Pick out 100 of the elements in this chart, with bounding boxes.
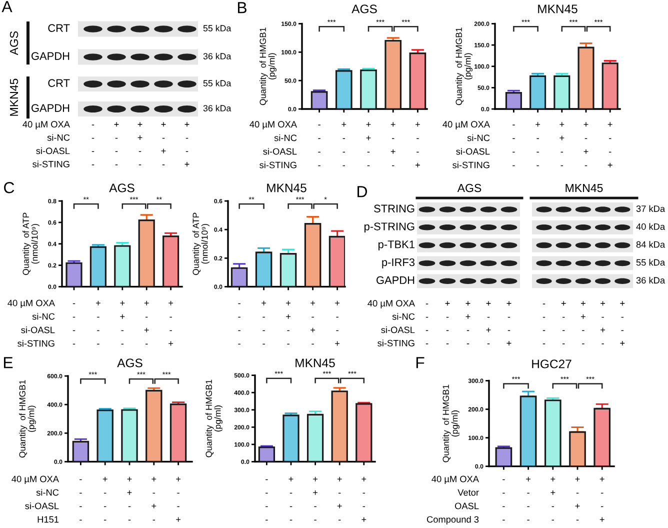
text: 40 µM OXA si-NC si-OASL si-STING: [368, 300, 415, 346]
category-label: + - - +: [176, 476, 181, 522]
category-label: + + - -: [550, 476, 556, 521]
category-label: + - - -: [561, 301, 566, 344]
chart-title: MKN45: [538, 4, 578, 14]
category-label: + - + -: [600, 301, 606, 344]
bar: [520, 396, 537, 466]
text: D: [358, 186, 368, 198]
y-axis-title: Quantity of HMGB1 (pg/ml): [19, 380, 36, 458]
chart-title: MKN45: [267, 184, 306, 192]
x-axis-title: 40 µM OXA si-NC si-OASL si-STING: [8, 300, 55, 347]
bar: [90, 246, 106, 287]
category-label: 36 kDa: [636, 276, 666, 284]
text: E: [4, 357, 13, 368]
category-label: + + - -: [466, 301, 470, 344]
category-label: + - - -: [102, 476, 108, 521]
bar: [328, 236, 345, 287]
bar: [360, 70, 377, 109]
bar: [356, 403, 372, 462]
text: F: [416, 357, 424, 368]
category-label: + - - +: [184, 122, 190, 166]
bar: [282, 414, 300, 462]
category-label: 55 kDa: [636, 258, 666, 266]
category-label: + + - -: [286, 300, 291, 345]
category-label: + - + -: [575, 476, 580, 521]
y-axis-title: Quantity of HMGB1 (pg/ml): [456, 28, 472, 106]
category-label: + - - -: [536, 122, 540, 166]
category-label: 36 kDa: [203, 52, 232, 60]
bar: [114, 245, 131, 287]
category-label: GAPDH: [376, 276, 414, 284]
category-label: 40 kDa: [636, 223, 666, 230]
x-axis-title: 40 µM OXA si-NC si-OASL H151: [12, 476, 59, 523]
bar: [138, 219, 155, 287]
bar: [384, 40, 402, 109]
category-label: + + - -: [120, 300, 125, 345]
category-label: + - - -: [342, 122, 346, 166]
category-label: + + - -: [366, 122, 371, 166]
category-label: - - - -: [92, 124, 94, 166]
category-label: + - - +: [415, 122, 420, 168]
category-label: + - - +: [362, 476, 366, 522]
category-label: 55 kDa: [203, 80, 232, 86]
bar: [304, 223, 322, 287]
category-label: + - - -: [262, 300, 266, 345]
chart-title: AGS: [117, 358, 142, 368]
bar: [495, 447, 512, 466]
category-label: - - - -: [426, 304, 428, 344]
category-label: - - - -: [512, 124, 515, 166]
bar: [72, 440, 90, 462]
category-label: p-IRF3: [382, 258, 415, 268]
category-label: + - + -: [161, 122, 166, 166]
category-label: + - + -: [390, 122, 396, 166]
chart-title: MKN45: [296, 358, 335, 368]
category-label: + - - -: [96, 300, 100, 345]
bar: [258, 446, 276, 462]
y-axis-title: Quantity of HMGB1 (pg/ml): [442, 384, 460, 462]
category-label: CRT: [48, 79, 70, 87]
text: 40 µM OXA si-NC si-OASL si-STING: [22, 121, 70, 168]
category-label: + - - +: [168, 300, 174, 346]
category-label: + - - -: [288, 476, 294, 521]
text: MKN45: [566, 184, 603, 192]
text: MKN45: [10, 78, 18, 116]
bar: [280, 253, 297, 287]
text: C: [4, 182, 14, 194]
category-label: + - - -: [526, 476, 531, 521]
bar: [602, 62, 618, 109]
bar: [594, 408, 611, 466]
category-label: + + - -: [313, 476, 318, 521]
text: AGS: [457, 184, 482, 192]
category-label: + + - -: [127, 476, 132, 521]
text: AGS: [10, 31, 18, 56]
bar: [255, 252, 272, 287]
bar: [569, 431, 586, 466]
category-label: + - + -: [310, 300, 316, 345]
bar: [306, 414, 324, 462]
category-label: - - - -: [318, 124, 320, 166]
category-label: + - - +: [600, 476, 604, 522]
x-axis-title: 40 µM OXA si-NC si-OASL si-STING: [442, 121, 490, 168]
category-label: - - - -: [502, 479, 505, 521]
category-label: - - - -: [266, 479, 268, 521]
chart-title: HGC27: [532, 360, 572, 368]
category-label: 84 kDa: [636, 241, 666, 248]
text: A: [2, 1, 12, 12]
category-label: + + - -: [580, 301, 586, 344]
category-label: GAPDH: [32, 52, 70, 60]
y-axis-title: Quantity of HMGB1 (pg/ml): [206, 380, 222, 458]
x-axis-title: 40 µM OXA si-NC si-OASL si-STING: [250, 121, 297, 168]
category-label: - - - -: [238, 303, 240, 345]
bar: [544, 400, 562, 466]
category-label: 55 kDa: [203, 24, 232, 32]
category-label: + - - -: [114, 122, 119, 166]
text: B: [238, 2, 246, 14]
category-label: CRT: [48, 24, 70, 32]
category-label: + - - +: [620, 301, 625, 346]
bar: [146, 390, 162, 462]
category-label: + + - -: [138, 122, 142, 166]
category-label: + - - +: [335, 300, 340, 346]
bar: [170, 403, 187, 462]
category-label: p-TBK1: [378, 240, 414, 250]
x-axis-title: 40 µM OXA Vetor OASL Compound 3: [426, 476, 479, 524]
category-label: STRING: [374, 204, 414, 212]
